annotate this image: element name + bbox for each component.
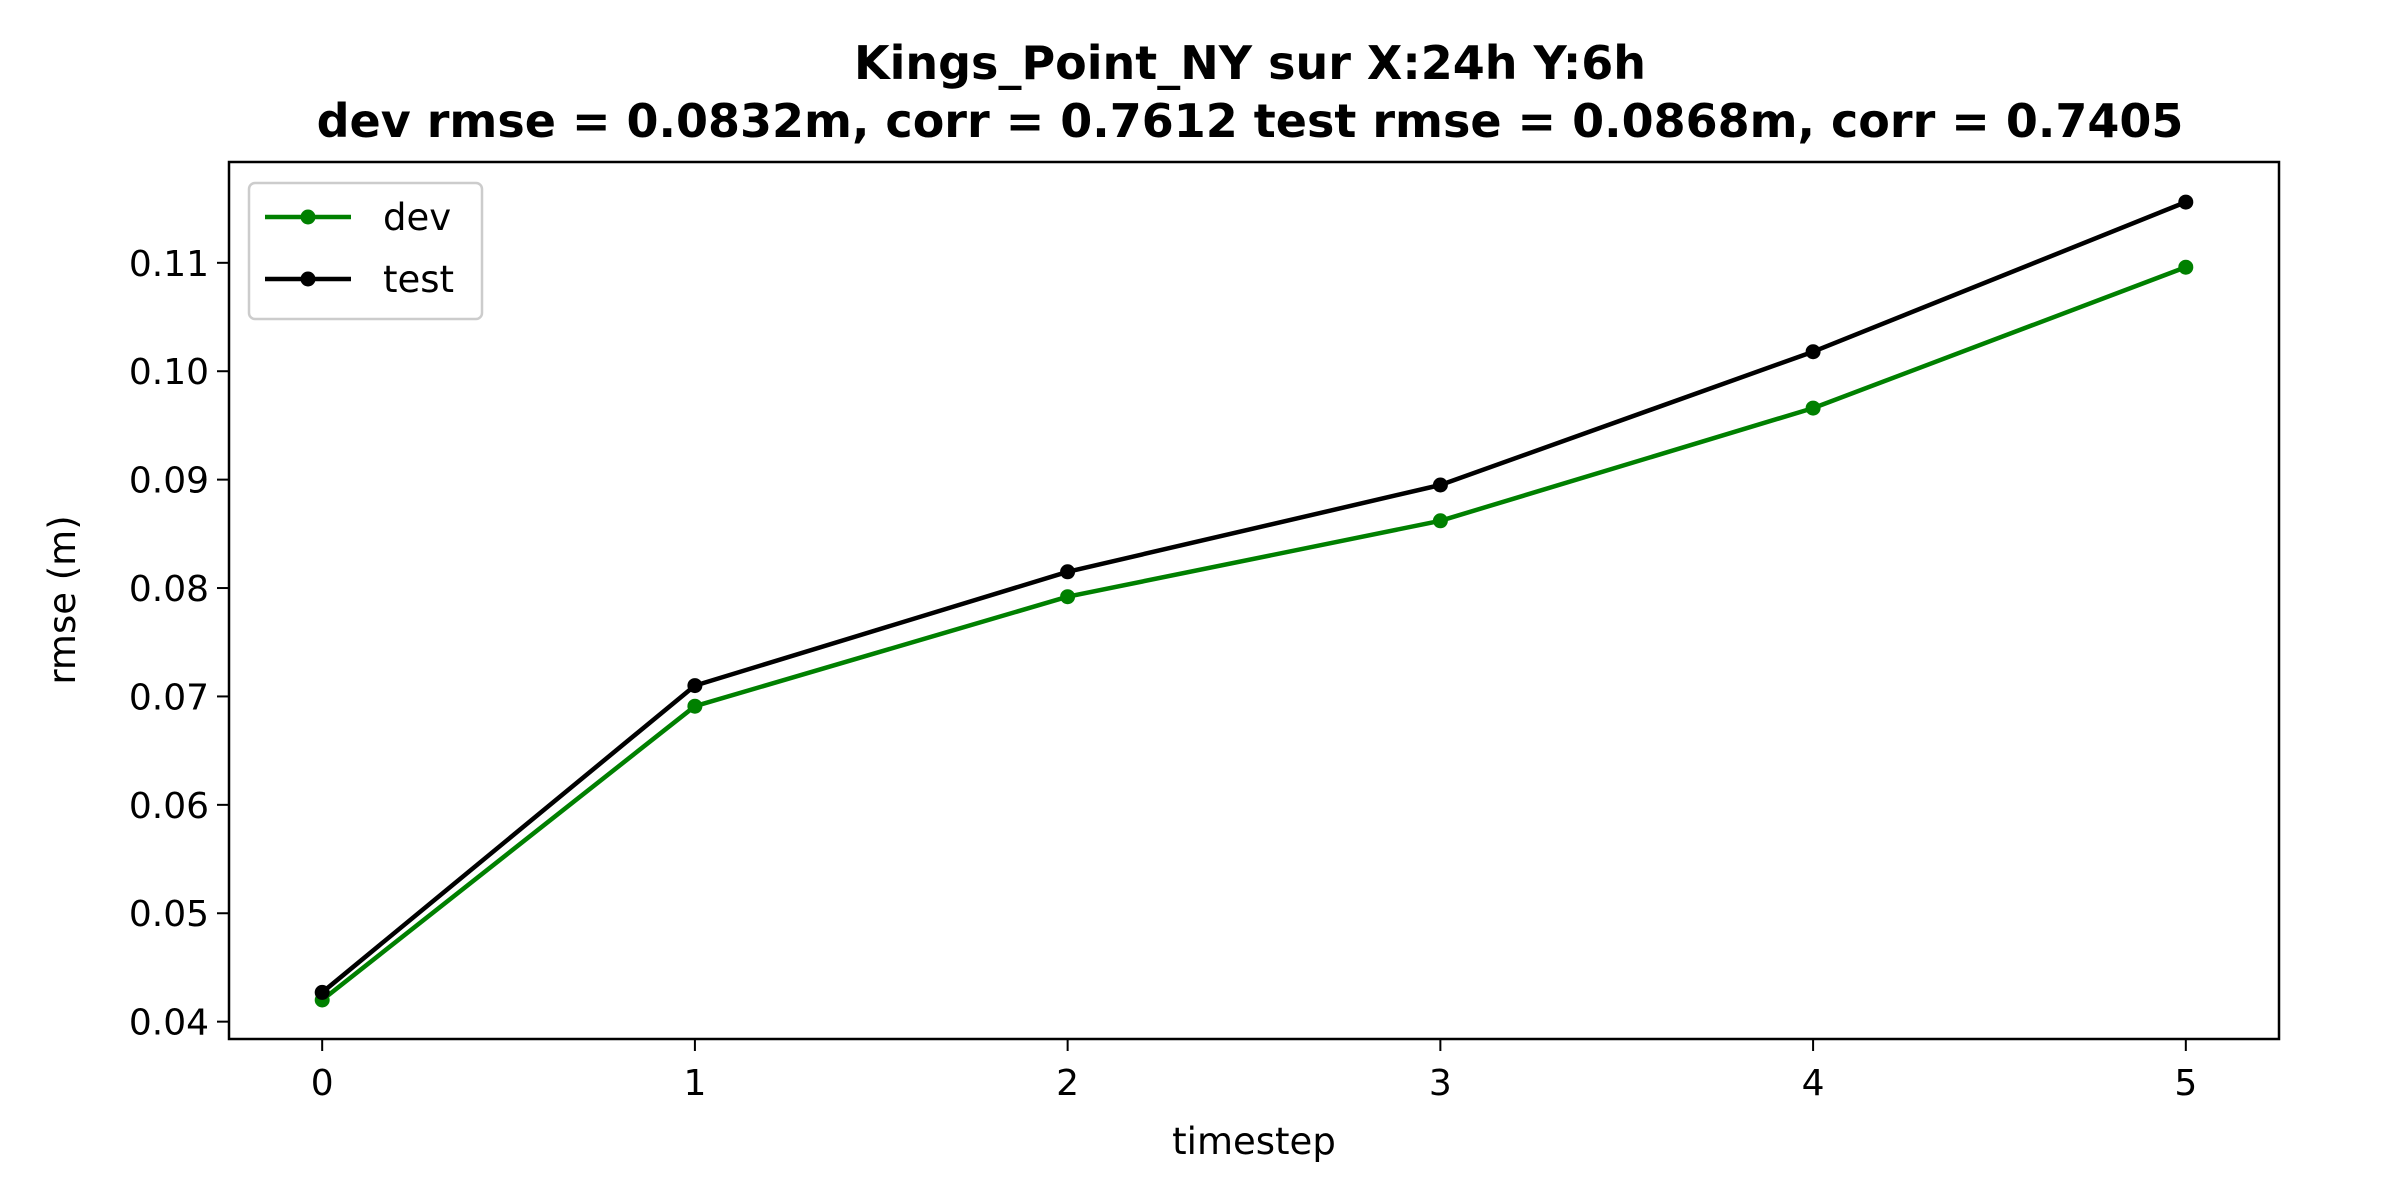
- data-point-test: [2178, 194, 2194, 210]
- legend-item-dev: dev: [265, 196, 451, 239]
- legend-marker: [300, 209, 316, 225]
- x-tick-label: 3: [1429, 1063, 1452, 1104]
- x-tick-label: 4: [1802, 1063, 1825, 1104]
- series-line-test: [319, 199, 2189, 996]
- x-tick-label: 0: [311, 1063, 334, 1104]
- legend-label: dev: [383, 196, 451, 239]
- data-point-test: [1432, 477, 1448, 493]
- legend-marker: [300, 271, 316, 287]
- data-point-dev: [1805, 400, 1821, 416]
- data-point-dev: [1060, 589, 1076, 605]
- chart-subtitle: dev rmse = 0.0832m, corr = 0.7612 test r…: [317, 94, 2184, 148]
- y-tick-label: 0.06: [129, 786, 209, 827]
- y-tick-label: 0.05: [129, 894, 209, 935]
- data-point-dev: [1432, 513, 1448, 529]
- chart-title: Kings_Point_NY sur X:24h Y:6h: [854, 36, 1646, 90]
- x-tick-label: 5: [2174, 1063, 2197, 1104]
- plot-area: [314, 194, 2194, 1008]
- y-tick-label: 0.08: [129, 569, 209, 610]
- data-point-dev: [2178, 259, 2194, 275]
- y-tick-label: 0.11: [129, 244, 209, 285]
- y-tick-label: 0.04: [129, 1003, 209, 1044]
- x-axis-label: timestep: [1172, 1120, 1336, 1163]
- x-axis: 0 1 2 3 4 5: [311, 1039, 2197, 1104]
- data-point-test: [687, 678, 703, 694]
- y-tick-label: 0.10: [129, 352, 209, 393]
- series-line-dev: [319, 264, 2189, 1004]
- data-point-test: [1060, 564, 1076, 580]
- data-point-dev: [687, 698, 703, 714]
- legend: dev test: [247, 181, 484, 321]
- legend-item-test: test: [265, 258, 454, 301]
- x-tick-label: 1: [683, 1063, 706, 1104]
- legend-label: test: [383, 258, 454, 301]
- y-axis: 0.04 0.05 0.06 0.07 0.08 0.09 0.10 0.11: [129, 244, 229, 1044]
- data-point-test: [314, 984, 330, 1000]
- y-tick-label: 0.09: [129, 461, 209, 502]
- plot-frame: [227, 160, 2281, 1041]
- series-dev: [314, 259, 2194, 1008]
- y-tick-label: 0.07: [129, 677, 209, 718]
- y-axis-label: rmse (m): [41, 515, 84, 684]
- x-tick-label: 2: [1056, 1063, 1079, 1104]
- series-test: [314, 194, 2194, 1000]
- data-point-test: [1805, 344, 1821, 360]
- legend-entries: dev test: [265, 196, 454, 301]
